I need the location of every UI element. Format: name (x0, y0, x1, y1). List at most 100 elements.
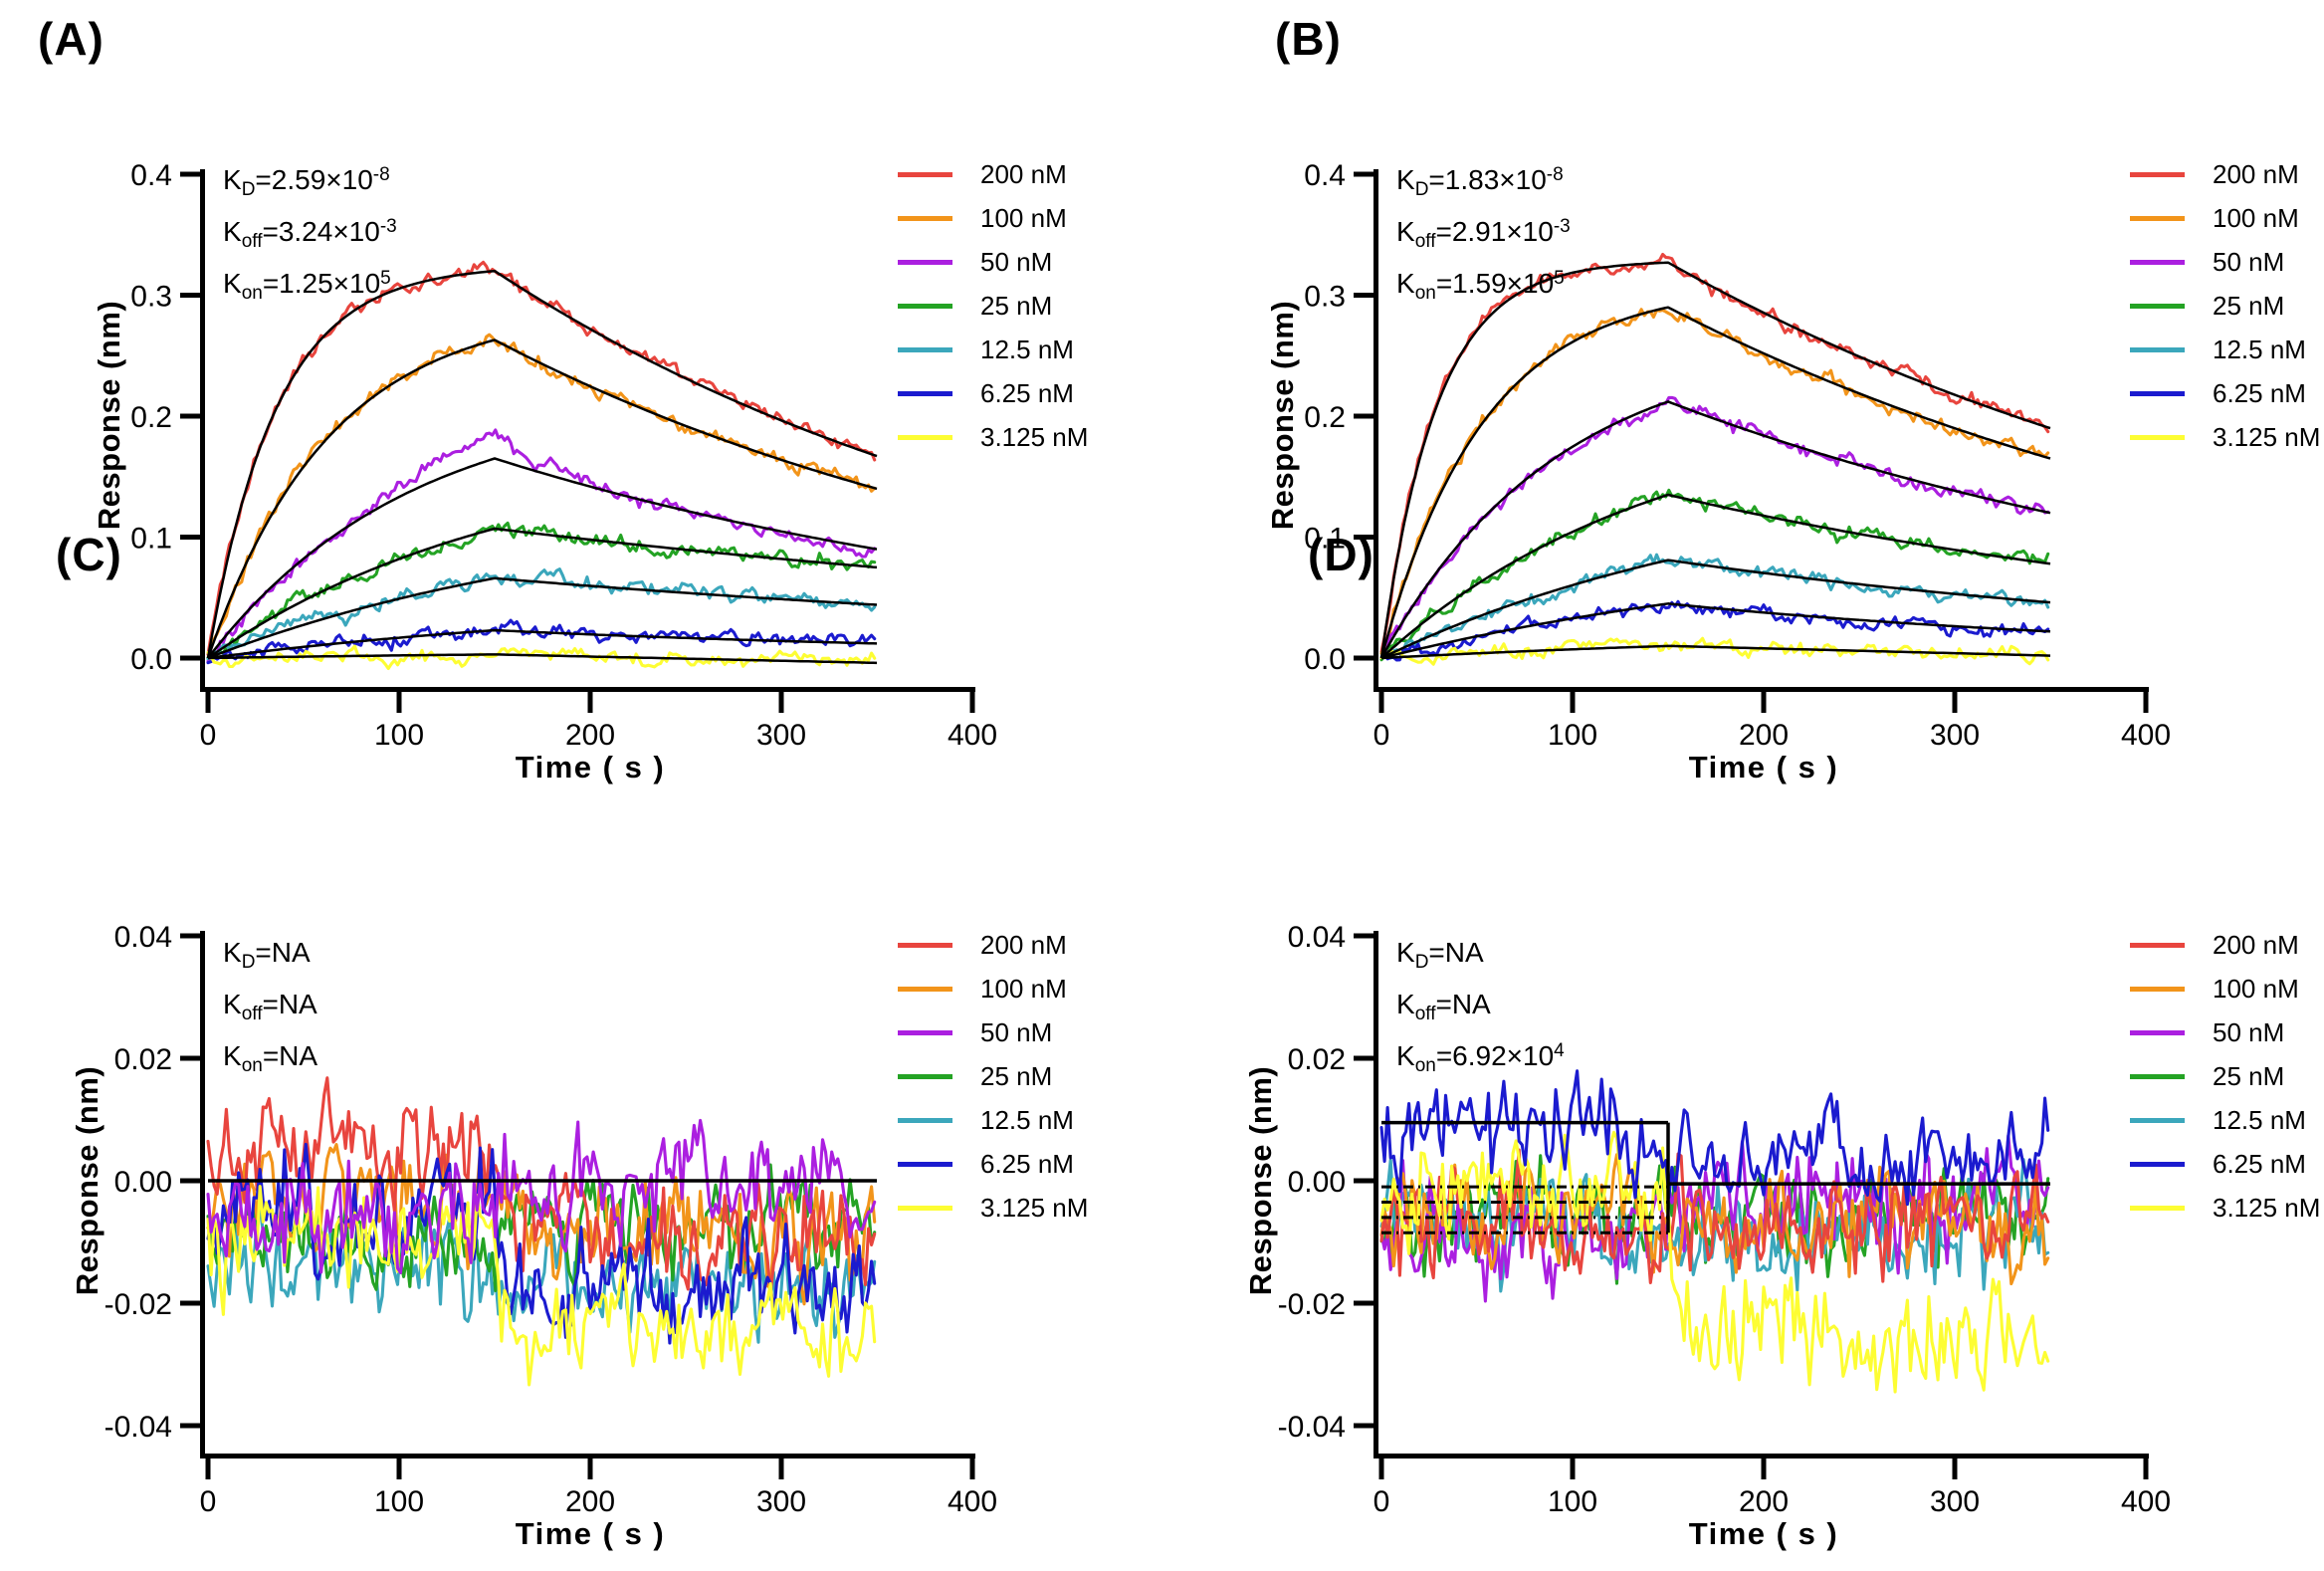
series-6-25-nM (206, 1142, 877, 1345)
panel-c-label: (C) (56, 529, 122, 580)
tick-label: 200 (1739, 1485, 1789, 1518)
legend-label: 200 nM (980, 158, 1067, 189)
legend-item: 100 nM (2130, 196, 2320, 240)
legend-item: 100 nM (898, 196, 1088, 240)
tick-label: 400 (2121, 1485, 2171, 1518)
tick-label: 300 (1930, 719, 1980, 752)
fit-curve (1380, 559, 2051, 660)
panel-a-y-axis-title: Response (nm) (92, 300, 126, 531)
legend-item: 50 nM (2130, 1010, 2320, 1054)
panel-a-kinetics-annotation: KD=2.59×10-8 Koff=3.24×10-3 Kon=1.25×105 (223, 156, 397, 312)
x-tick (1570, 1459, 1576, 1479)
y-tick (180, 933, 200, 939)
legend-label: 100 nM (980, 973, 1067, 1004)
series-100-nM (1379, 308, 2050, 655)
y-tick (1354, 293, 1373, 298)
legend-item: 3.125 nM (898, 415, 1088, 459)
panel-c-legend: 200 nM 100 nM 50 nM 25 nM 12.5 nM 6.25 nM 3.12… (898, 923, 1088, 1230)
legend-label: 6.25 nM (980, 377, 1074, 408)
y-axis-line (200, 931, 205, 1459)
kd-line: KD=1.83×10-8 (1396, 164, 1564, 200)
legend-item: 12.5 nM (898, 328, 1088, 371)
y-axis-line (200, 169, 205, 692)
legend-color-line (2130, 942, 2185, 948)
tick-label: 0 (1373, 1485, 1390, 1518)
legend-item: 12.5 nM (2130, 1098, 2320, 1142)
y-tick (1354, 1300, 1373, 1306)
panel-a-x-axis-title: Time ( s ) (515, 750, 666, 785)
legend-label: 200 nM (2213, 929, 2299, 960)
legend-color-line (898, 1161, 952, 1167)
fit-curve (1379, 261, 2051, 659)
series-3-125-nM (206, 644, 877, 671)
tick-label: 0.02 (1288, 1043, 1346, 1076)
legend-item: 3.125 nM (2130, 415, 2320, 459)
panel-c-kinetics-annotation: KD=NA Koff=NA Kon=NA (223, 929, 317, 1084)
kon-line: Kon=NA (223, 1040, 318, 1076)
tick-label: 0.02 (114, 1043, 172, 1076)
tick-label: 400 (948, 1485, 997, 1518)
series-6-25-nM (1379, 1069, 2050, 1207)
series-25-nM (1379, 488, 2050, 662)
y-tick (180, 293, 200, 298)
legend-color-line (2130, 346, 2185, 352)
fit-curve (206, 338, 878, 659)
fit-curve (1380, 493, 2051, 659)
legend-label: 3.125 nM (2213, 421, 2321, 452)
legend-item: 3.125 nM (2130, 1186, 2320, 1230)
legend-label: 12.5 nM (2213, 334, 2306, 364)
tick-label: 0 (200, 719, 217, 752)
koff-line: Koff=NA (223, 989, 317, 1024)
legend-label: 200 nM (980, 929, 1067, 960)
series-200-nM (206, 1076, 877, 1295)
tick-label: 0.00 (114, 1166, 172, 1199)
legend-label: 6.25 nM (2213, 1148, 2306, 1179)
legend-item: 25 nM (2130, 284, 2320, 328)
tick-label: 100 (374, 1485, 424, 1518)
legend-color-line (2130, 434, 2185, 440)
y-tick (1354, 535, 1373, 540)
legend-color-line (2130, 1117, 2185, 1123)
tick-label: 0 (200, 1485, 217, 1518)
tick-label: -0.02 (105, 1288, 172, 1321)
kon-line: Kon=6.92×104 (1396, 1040, 1565, 1076)
legend-item: 12.5 nM (2130, 328, 2320, 371)
legend-color-line (2130, 1029, 2185, 1035)
tick-label: 0.3 (1304, 281, 1346, 314)
y-tick (180, 1423, 200, 1429)
legend-label: 200 nM (2213, 158, 2299, 189)
panel-d-plot: -0.04 -0.02 0.00 0.02 0.04 0 100 200 300 400 (1278, 921, 2171, 1518)
legend-label: 50 nM (980, 246, 1053, 277)
legend-item: 25 nM (898, 1054, 1088, 1098)
tick-label: 0.2 (130, 401, 172, 434)
legend-color-line (898, 171, 952, 177)
panel-b-legend: 200 nM 100 nM 50 nM 25 nM 12.5 nM 6.25 nM 3.12… (2130, 152, 2320, 459)
panel-d-y-axis-title: Response (nm) (1243, 1065, 1278, 1296)
tick-label: 0.04 (114, 921, 172, 954)
legend-item: 6.25 nM (898, 371, 1088, 415)
tick-label: 100 (374, 719, 424, 752)
y-tick (180, 535, 200, 540)
fit-curve (206, 269, 878, 659)
fit-curve (207, 628, 878, 660)
fit-curve (207, 653, 878, 665)
panel-c-x-axis-title: Time ( s ) (515, 1516, 666, 1551)
x-tick (1761, 692, 1767, 713)
x-axis-line (200, 687, 975, 692)
legend-label: 25 nM (980, 290, 1053, 321)
tick-label: -0.04 (105, 1411, 172, 1444)
x-tick (1952, 692, 1958, 713)
x-tick (2143, 692, 2149, 713)
kon-line: Kon=1.59×105 (1396, 268, 1565, 304)
legend-item: 12.5 nM (898, 1098, 1088, 1142)
x-tick (1570, 692, 1576, 713)
y-tick (1354, 933, 1373, 939)
legend-color-line (2130, 986, 2185, 992)
tick-label: 0.1 (1304, 523, 1346, 556)
tick-label: 0 (1373, 719, 1390, 752)
y-tick (1354, 1055, 1373, 1061)
panel-a-plot: 0.0 0.1 0.2 0.3 0.4 0 100 200 300 400 (130, 159, 997, 752)
panel-a-legend: 200 nM 100 nM 50 nM 25 nM 12.5 nM 6.25 nM 3.12… (898, 152, 1088, 459)
legend-label: 25 nM (980, 1060, 1053, 1091)
legend-color-line (898, 942, 952, 948)
